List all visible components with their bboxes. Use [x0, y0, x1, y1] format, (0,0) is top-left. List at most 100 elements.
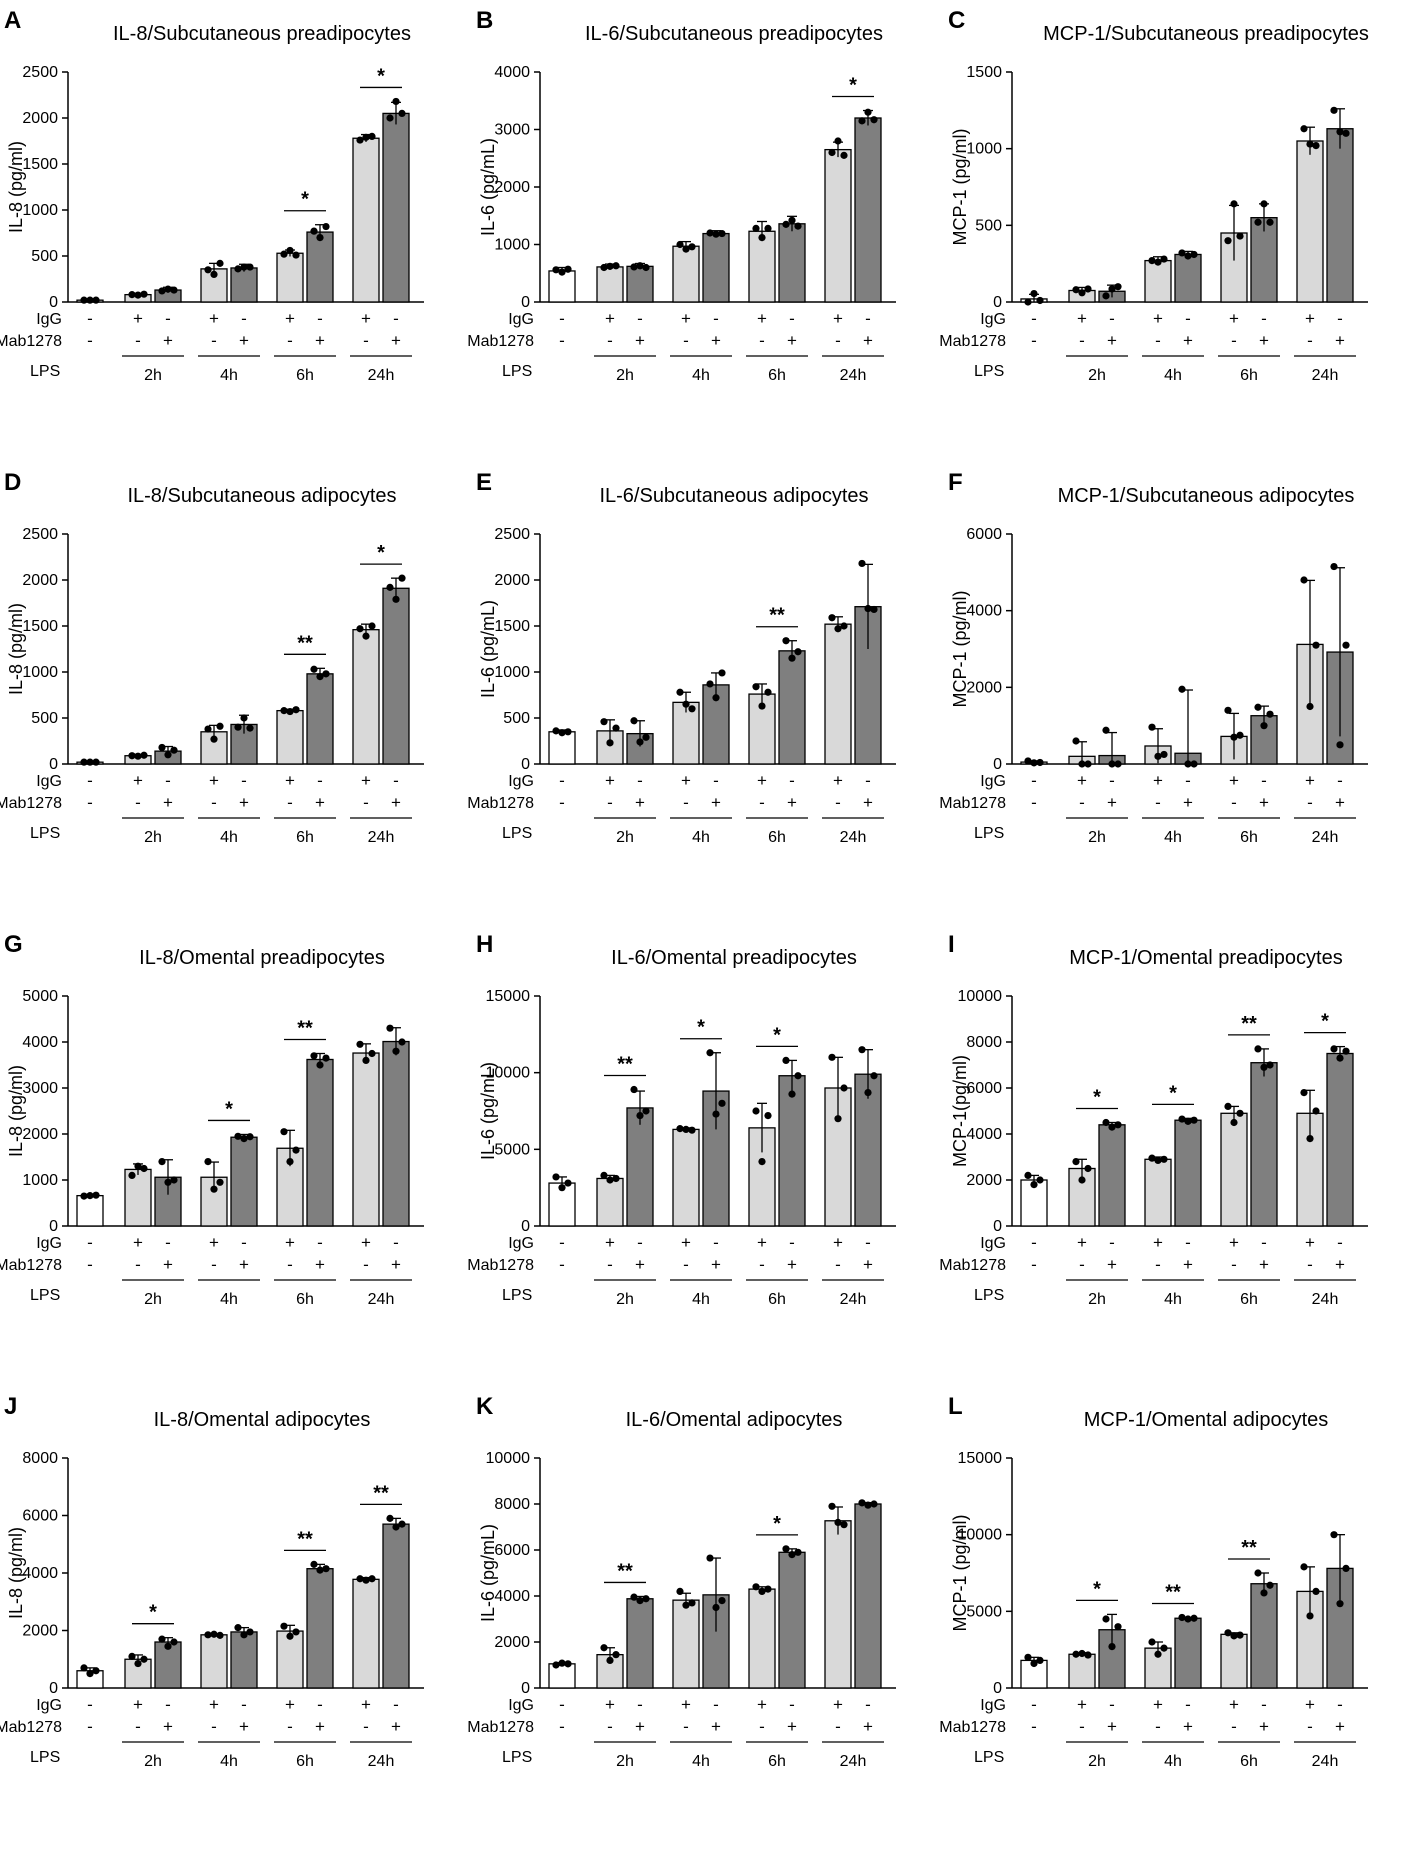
y-tick-label: 0: [521, 1680, 530, 1697]
data-point: [1030, 289, 1038, 298]
igg-sign: -: [713, 309, 719, 328]
y-axis-label: IL-6 (pg/mL): [478, 138, 498, 236]
data-point: [128, 752, 136, 760]
data-point: [1306, 1135, 1314, 1143]
panel-title: IL-8/Subcutaneous adipocytes: [127, 485, 396, 507]
igg-sign: -: [789, 1695, 795, 1714]
chart-g: G IL-8/Omental preadipocytes 0 1000 2000 3000…: [0, 931, 424, 1308]
panel-letter: K: [476, 1393, 494, 1420]
data-point: [164, 285, 172, 293]
data-point: [1336, 128, 1344, 136]
panel-letter: D: [4, 469, 21, 496]
bar: [596, 266, 624, 303]
data-point: [636, 738, 644, 746]
mab1278-sign: -: [211, 331, 217, 350]
data-point: [630, 1593, 638, 1601]
data-point: [718, 229, 726, 238]
data-point: [204, 725, 212, 733]
data-point: [552, 266, 560, 274]
bar: [626, 1598, 654, 1689]
mab1278-sign: -: [683, 1255, 689, 1274]
data-point: [840, 151, 848, 159]
y-axis-label: MCP-1 (pg/ml): [950, 1514, 970, 1631]
row-label-mab1278: Mab1278: [467, 1719, 534, 1736]
igg-sign: +: [361, 1233, 371, 1252]
data-point: [1336, 1054, 1344, 1062]
data-point: [558, 729, 566, 737]
data-point: [1078, 1176, 1086, 1184]
significance-label: *: [225, 1098, 233, 1120]
y-tick-label: 500: [31, 710, 58, 727]
data-point: [1072, 1158, 1080, 1166]
igg-sign: -: [87, 309, 93, 328]
bar: [548, 1663, 576, 1689]
mab1278-sign: +: [787, 1717, 797, 1736]
data-point: [140, 1655, 148, 1663]
y-axis-label: IL-6 (pg/mL): [478, 600, 498, 698]
data-point: [828, 1502, 836, 1510]
mab1278-sign: +: [391, 1255, 401, 1274]
mab1278-sign: +: [315, 1717, 325, 1736]
bar: [778, 223, 806, 303]
panel-title: MCP-1/Subcutaneous adipocytes: [1058, 485, 1355, 507]
igg-sign: -: [637, 771, 643, 790]
y-tick-label: 4000: [494, 1588, 530, 1605]
data-point: [1336, 741, 1344, 749]
mab1278-sign: +: [163, 793, 173, 812]
data-point: [688, 1126, 696, 1134]
chart-h: H IL-6/Omental preadipocytes 0 5000 10000 150…: [467, 931, 896, 1308]
y-tick-label: 0: [993, 1218, 1002, 1235]
bar: [1144, 1158, 1172, 1227]
bar: [306, 673, 334, 765]
time-label: 4h: [692, 1291, 710, 1308]
data-point: [1236, 731, 1244, 739]
mab1278-sign: -: [87, 793, 93, 812]
data-point: [246, 263, 254, 271]
data-point: [170, 1176, 178, 1184]
igg-sign: -: [713, 771, 719, 790]
data-point: [1108, 1643, 1116, 1651]
igg-sign: -: [1261, 771, 1267, 790]
igg-sign: -: [165, 1695, 171, 1714]
igg-sign: +: [209, 1695, 219, 1714]
data-point: [794, 648, 802, 656]
y-tick-label: 5000: [494, 1141, 530, 1158]
panel-title: IL-6/Omental adipocytes: [626, 1409, 843, 1431]
data-point: [356, 136, 364, 144]
panel-d: D IL-8/Subcutaneous adipocytes 0 500 1000 150…: [0, 462, 472, 924]
time-label: 4h: [1164, 1291, 1182, 1308]
row-label-mab1278: Mab1278: [0, 333, 62, 350]
data-point: [712, 230, 720, 238]
mab1278-sign: +: [711, 1717, 721, 1736]
time-label: 2h: [1088, 367, 1106, 384]
data-point: [858, 1046, 866, 1054]
data-point: [1300, 1089, 1308, 1097]
data-point: [246, 1628, 254, 1636]
mab1278-sign: -: [211, 1255, 217, 1274]
data-point: [1102, 726, 1110, 734]
data-point: [1078, 289, 1086, 297]
data-point: [1024, 757, 1032, 765]
significance-label: *: [773, 1513, 781, 1535]
mab1278-sign: +: [239, 1255, 249, 1274]
data-point: [210, 1630, 218, 1638]
data-point: [1084, 1164, 1092, 1173]
data-point: [828, 1053, 836, 1061]
row-label-igg: IgG: [508, 311, 534, 328]
igg-sign: +: [1153, 309, 1163, 328]
data-point: [392, 97, 400, 106]
data-point: [1114, 283, 1122, 291]
data-point: [368, 1575, 376, 1583]
y-tick-label: 0: [49, 1680, 58, 1697]
data-point: [1342, 1047, 1350, 1055]
data-point: [752, 1107, 760, 1115]
data-point: [322, 1565, 330, 1573]
data-point: [170, 286, 178, 294]
data-point: [362, 632, 370, 640]
data-point: [636, 1597, 644, 1605]
data-point: [712, 1603, 720, 1612]
time-label: 2h: [616, 367, 634, 384]
data-point: [292, 706, 300, 714]
bar: [824, 1520, 852, 1689]
igg-sign: -: [789, 309, 795, 328]
